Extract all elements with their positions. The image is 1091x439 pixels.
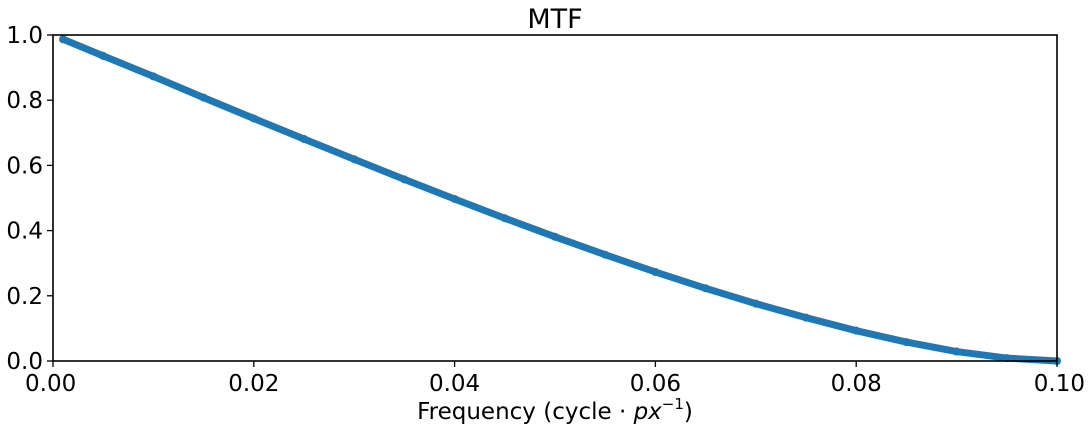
x-tick-label: 0.10	[1034, 371, 1085, 397]
mtf-series-line	[59, 35, 1061, 365]
y-tick-label: 1.0	[6, 23, 43, 49]
data-point	[701, 284, 710, 293]
data-point	[450, 194, 459, 203]
data-point	[199, 93, 208, 102]
x-tick-label: 0.08	[831, 371, 882, 397]
x-axis-label-prefix: Frequency (cycle ·	[417, 399, 633, 425]
x-axis-label-suffix: )	[684, 399, 693, 425]
y-tick-label: 0.2	[6, 284, 43, 310]
y-tick-label: 0.4	[6, 219, 43, 245]
x-tick-label: 0.00	[25, 371, 76, 397]
x-axis-label-unit: px	[633, 399, 663, 425]
x-axis-label: Frequency (cycle · px−1)	[417, 395, 693, 425]
data-point	[149, 72, 158, 81]
data-point	[300, 134, 308, 143]
data-point	[400, 175, 409, 184]
data-point	[249, 114, 258, 123]
plot-frame	[52, 34, 1058, 362]
data-point	[651, 268, 660, 276]
data-point	[952, 347, 961, 356]
y-tick-label: 0.8	[6, 88, 43, 114]
chart-title: MTF	[527, 4, 582, 35]
data-layer	[59, 35, 1061, 365]
x-axis-label-exponent: −1	[662, 395, 684, 413]
data-point	[59, 35, 68, 44]
x-tick-label: 0.04	[429, 371, 480, 397]
x-tick-label: 0.02	[228, 371, 279, 397]
y-tick-label: 0.6	[6, 153, 43, 179]
data-point	[601, 250, 610, 259]
data-point	[350, 155, 359, 164]
x-tick-label: 0.06	[630, 371, 681, 397]
data-point	[1002, 354, 1011, 363]
y-tick-label: 0.0	[6, 349, 43, 375]
data-point	[551, 232, 559, 241]
data-point	[500, 214, 509, 223]
data-point	[99, 51, 108, 60]
data-point	[751, 299, 760, 308]
data-point	[902, 338, 911, 347]
data-point	[802, 313, 810, 322]
data-point	[852, 326, 861, 335]
axis-ticks: 0.00 0.02 0.04 0.06 0.08 0.10 0.0 0.2 0.4 0.6 0.8 1…	[6, 23, 1085, 397]
